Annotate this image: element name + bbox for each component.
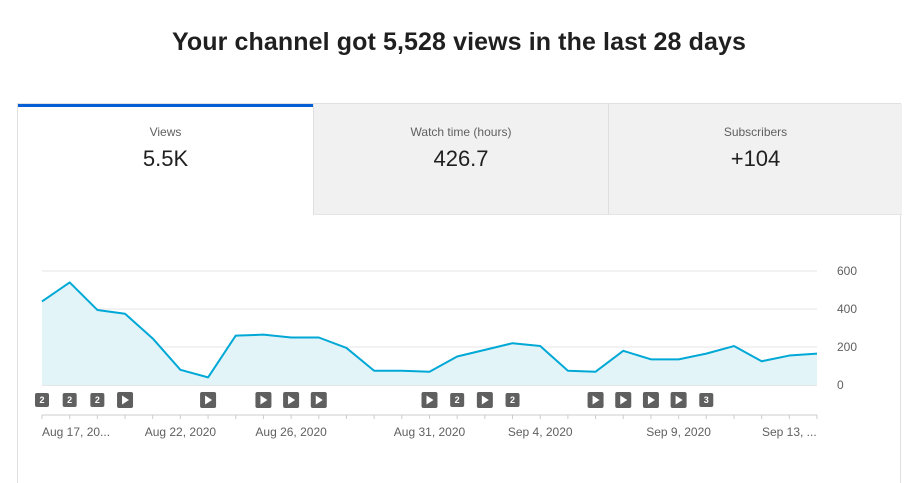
play-icon xyxy=(620,395,628,405)
play-icon xyxy=(647,395,655,405)
data-point[interactable] xyxy=(537,343,543,349)
data-point[interactable] xyxy=(759,358,765,364)
data-point[interactable] xyxy=(260,332,266,338)
data-point[interactable] xyxy=(454,354,460,360)
views-chart[interactable]: 0 200 400 600 2 2 2 2 2 3 Aug 17, 20... Aug 22, 202… xyxy=(0,0,918,468)
data-point[interactable] xyxy=(620,348,626,354)
tab-watch-time[interactable]: Watch time (hours) 426.7 xyxy=(313,104,608,215)
data-point[interactable] xyxy=(233,333,239,339)
data-point[interactable] xyxy=(67,279,73,285)
data-point[interactable] xyxy=(593,369,599,375)
data-point[interactable] xyxy=(814,351,820,357)
data-point[interactable] xyxy=(648,356,654,362)
data-point[interactable] xyxy=(482,347,488,353)
x-tick-label: Sep 13, ... xyxy=(762,425,817,439)
data-point[interactable] xyxy=(205,374,211,380)
x-tick-label: Aug 22, 2020 xyxy=(145,425,217,439)
data-point[interactable] xyxy=(316,335,322,341)
data-point[interactable] xyxy=(122,311,128,317)
analytics-card: Views 5.5K Watch time (hours) 426.7 Subs… xyxy=(17,103,902,483)
tab-value: 426.7 xyxy=(433,146,489,171)
x-tick-label: Aug 31, 2020 xyxy=(394,425,466,439)
y-tick-label: 200 xyxy=(837,340,857,354)
data-point[interactable] xyxy=(371,368,377,374)
views-series-line xyxy=(41,281,818,379)
marker-count-label: 2 xyxy=(95,395,100,405)
play-icon xyxy=(122,395,130,405)
y-tick-label: 600 xyxy=(837,264,857,278)
play-icon xyxy=(315,395,323,405)
x-tick-label: Sep 9, 2020 xyxy=(646,425,711,439)
play-icon xyxy=(205,395,213,405)
views-area xyxy=(42,282,817,385)
data-point[interactable] xyxy=(39,298,45,304)
play-icon xyxy=(260,395,268,405)
play-icon xyxy=(481,395,489,405)
data-point[interactable] xyxy=(399,368,405,374)
x-tick-label: Aug 26, 2020 xyxy=(255,425,327,439)
marker-count-label: 2 xyxy=(510,395,515,405)
x-tick-label: Sep 4, 2020 xyxy=(508,425,573,439)
tab-label: Views xyxy=(149,125,182,139)
play-icon xyxy=(288,395,296,405)
data-point[interactable] xyxy=(731,343,737,349)
data-point[interactable] xyxy=(786,353,792,359)
data-point[interactable] xyxy=(510,340,516,346)
metric-tabs: Views 5.5K Watch time (hours) 426.7 Subs… xyxy=(18,104,902,215)
play-icon xyxy=(426,395,434,405)
data-point[interactable] xyxy=(177,367,183,373)
data-point[interactable] xyxy=(343,345,349,351)
video-count-marker[interactable] xyxy=(505,393,520,407)
video-count-marker[interactable] xyxy=(699,393,714,407)
x-tick-label: Aug 17, 20... xyxy=(42,425,110,439)
page-headline: Your channel got 5,528 views in the last… xyxy=(172,28,746,56)
tab-subscribers[interactable]: Subscribers +104 xyxy=(608,104,902,215)
video-count-marker[interactable] xyxy=(450,393,465,407)
y-tick-label: 400 xyxy=(837,302,857,316)
marker-count-label: 3 xyxy=(704,395,709,405)
data-point[interactable] xyxy=(94,307,100,313)
marker-count-label: 2 xyxy=(455,395,460,405)
video-count-marker[interactable] xyxy=(35,393,49,407)
data-point[interactable] xyxy=(150,335,156,341)
play-icon xyxy=(675,395,683,405)
tab-views[interactable]: Views 5.5K xyxy=(18,104,313,215)
tab-label: Watch time (hours) xyxy=(410,125,512,139)
video-count-marker[interactable] xyxy=(90,393,105,407)
marker-count-label: 2 xyxy=(39,395,44,405)
marker-count-label: 2 xyxy=(67,395,72,405)
play-icon xyxy=(592,395,600,405)
tab-value: 5.5K xyxy=(142,146,189,171)
tab-value: +104 xyxy=(730,146,781,171)
data-point[interactable] xyxy=(288,335,294,341)
y-tick-label: 0 xyxy=(837,378,844,392)
tab-label: Subscribers xyxy=(723,125,788,139)
data-point[interactable] xyxy=(565,368,571,374)
data-point[interactable] xyxy=(427,369,433,375)
data-point[interactable] xyxy=(703,351,709,357)
video-count-marker[interactable] xyxy=(62,393,77,407)
data-point[interactable] xyxy=(676,356,682,362)
